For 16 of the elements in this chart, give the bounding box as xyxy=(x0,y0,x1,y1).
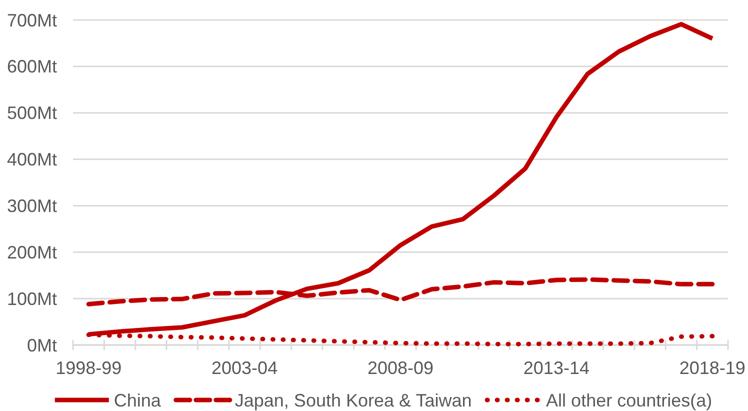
legend-label: All other countries(a) xyxy=(546,390,712,410)
y-tick-label: 500Mt xyxy=(6,103,57,124)
y-tick-label: 300Mt xyxy=(6,196,57,216)
y-tick-label: 100Mt xyxy=(6,288,57,309)
x-tick-label: 2008-09 xyxy=(367,358,434,378)
x-tick-label: 2018-19 xyxy=(679,358,746,378)
y-tick-label: 200Mt xyxy=(6,242,57,262)
y-tick-label: 0Mt xyxy=(26,335,57,356)
legend-label: Japan, South Korea & Taiwan xyxy=(234,390,472,410)
x-tick-label: 2013-14 xyxy=(523,358,590,378)
legend-label: China xyxy=(114,390,162,410)
y-tick-label: 400Mt xyxy=(6,150,57,170)
x-tick-label: 1998-99 xyxy=(56,358,122,378)
x-tick-label: 2003-04 xyxy=(212,358,278,378)
y-tick-label: 700Mt xyxy=(6,10,57,30)
y-tick-label: 600Mt xyxy=(6,56,57,77)
